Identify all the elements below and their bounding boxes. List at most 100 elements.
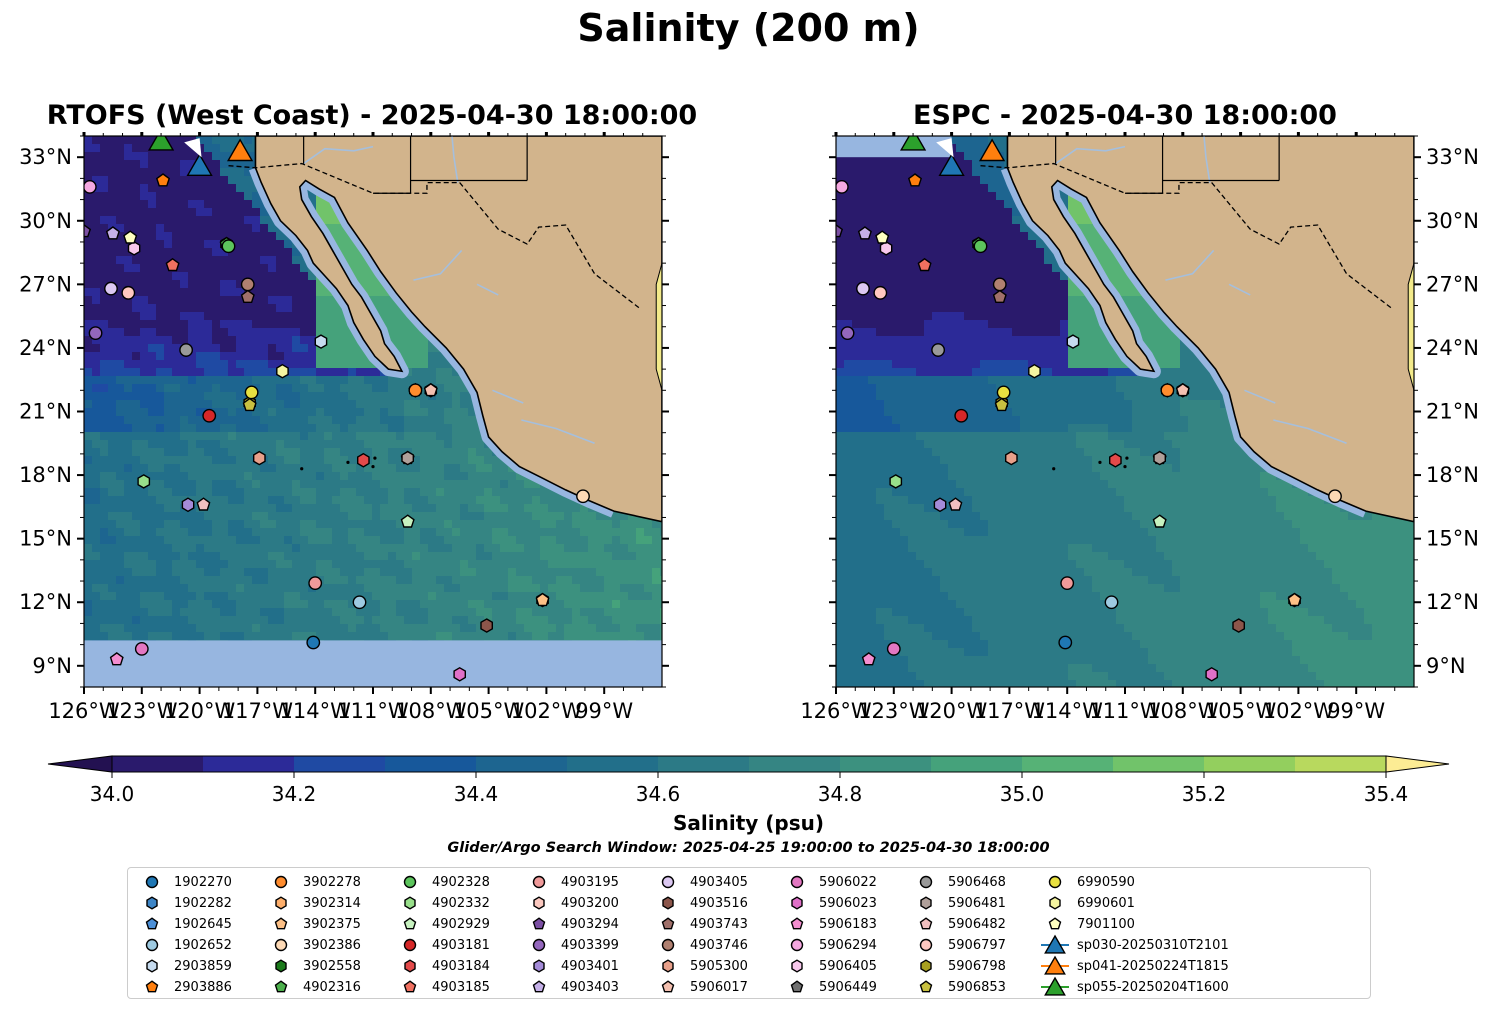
panel-title-rtofs: RTOFS (West Coast) - 2025-04-30 18:00:00 — [46, 100, 698, 131]
legend-symbol — [662, 959, 674, 973]
x-tick-label: 120°W — [164, 699, 236, 723]
legend-label: 3902375 — [303, 916, 361, 932]
platform-2903859 — [1066, 334, 1080, 349]
legend-label: 5906022 — [819, 874, 877, 890]
colorbar-segment — [1022, 756, 1114, 772]
legend-marker — [920, 959, 932, 973]
legend-item: 5906294 — [783, 935, 877, 955]
legend-item: 5906481 — [912, 893, 1006, 913]
platform-4903403 — [857, 226, 872, 240]
platform-4903405 — [856, 281, 870, 296]
legend-label: 5906405 — [819, 958, 877, 974]
legend-symbol — [661, 938, 675, 952]
colorbar-tick-label: 34.6 — [636, 782, 681, 806]
colorbar-frame — [111, 755, 1387, 773]
legend-symbol — [532, 875, 546, 889]
legend-marker — [403, 875, 417, 889]
legend-marker — [532, 875, 546, 889]
river — [451, 136, 459, 183]
legend-marker — [403, 917, 417, 930]
legend-item: 6990590 — [1041, 872, 1135, 892]
legend-item: 3902386 — [267, 935, 361, 955]
platform-5906294 — [84, 179, 97, 194]
legend-label: 5905300 — [690, 958, 748, 974]
x-tick-label: 117°W — [222, 699, 294, 723]
platform-sp055-20250204T1600 — [899, 136, 927, 151]
legend-label: 4903185 — [432, 979, 490, 995]
platform-5906022 — [134, 641, 149, 656]
x-tick-label: 102°W — [511, 699, 583, 723]
legend-marker — [919, 980, 933, 993]
colorbar-segment — [476, 756, 568, 772]
legend-item: 1902270 — [138, 872, 232, 892]
legend-marker — [274, 938, 288, 952]
platform-sp030-20250310T2101 — [938, 153, 965, 176]
y-tick-label: 33°N — [1426, 145, 1479, 169]
legend-marker — [146, 959, 158, 973]
legend-item: 4903401 — [525, 956, 619, 976]
legend-marker — [145, 980, 159, 993]
platform-4902929 — [1152, 514, 1167, 528]
legend-marker — [404, 896, 416, 910]
platform-5906468 — [179, 343, 194, 357]
river — [1203, 136, 1211, 183]
colorbar-segment — [749, 756, 841, 772]
x-tick-label: 108°W — [1147, 699, 1219, 723]
legend-marker — [1041, 976, 1069, 996]
legend-marker — [146, 896, 158, 910]
platform-sp055-20250204T1600 — [147, 136, 175, 151]
platform-4903401 — [933, 497, 947, 513]
legend-symbol — [919, 875, 933, 889]
glider-track — [936, 138, 954, 158]
legend-label: 4902328 — [432, 874, 490, 890]
legend-label: 5906023 — [819, 895, 877, 911]
legend-symbol — [146, 959, 158, 973]
x-tick-label: 117°W — [974, 699, 1046, 723]
legend-label: 1902645 — [174, 916, 232, 932]
legend-symbol — [145, 980, 159, 993]
legend-marker — [1049, 896, 1061, 910]
legend-symbol — [919, 917, 933, 930]
x-tick-label: 99°W — [575, 699, 633, 723]
x-tick-label: 120°W — [916, 699, 988, 723]
legend-symbol — [1048, 917, 1062, 930]
platform-4902328 — [973, 239, 988, 254]
x-tick-label: 108°W — [395, 699, 467, 723]
colorbar-segment — [203, 756, 295, 772]
legend-label: 1902282 — [174, 895, 232, 911]
colorbar-label: Salinity (psu) — [672, 811, 824, 835]
legend-item: 4902332 — [396, 893, 490, 913]
legend-item: 4903185 — [396, 977, 490, 997]
colorbar-tick-label: 35.2 — [1182, 782, 1227, 806]
legend-symbol — [403, 980, 417, 993]
y-tick-label: 12°N — [1426, 590, 1479, 614]
legend-label: 1902652 — [174, 937, 232, 953]
platform-4902328 — [221, 239, 236, 254]
platform-3902278 — [1160, 383, 1175, 398]
legend-item: 2903886 — [138, 977, 232, 997]
y-tick-label: 30°N — [19, 209, 72, 233]
legend-item: sp055-20250204T1600 — [1041, 976, 1229, 997]
platform-5906468 — [931, 343, 946, 357]
legend-item: 3902375 — [267, 914, 361, 934]
platform-5906482 — [948, 497, 963, 511]
legend-symbol — [662, 896, 674, 910]
platform-2903886 — [155, 173, 171, 187]
legend-item: 6990601 — [1041, 893, 1135, 913]
map-panel-rtofs: 126°W123°W120°W117°W114°W111°W108°W105°W… — [19, 132, 669, 723]
panel-title-espc: ESPC - 2025-04-30 18:00:00 — [913, 100, 1337, 131]
legend-label: 5906468 — [948, 874, 1006, 890]
legend-label: 7901100 — [1077, 916, 1135, 932]
platform-5906853 — [994, 397, 1009, 412]
island — [1125, 456, 1129, 460]
island — [371, 465, 375, 469]
legend-item: 3902314 — [267, 893, 361, 913]
legend-symbol — [275, 959, 287, 973]
y-tick-label: 18°N — [19, 463, 72, 487]
legend-marker — [662, 959, 674, 973]
platform-5906017 — [423, 382, 438, 397]
legend-item: 5906405 — [783, 956, 877, 976]
legend-label: 5906017 — [690, 979, 748, 995]
platform-5905300 — [252, 450, 266, 466]
legend-marker — [533, 896, 545, 910]
